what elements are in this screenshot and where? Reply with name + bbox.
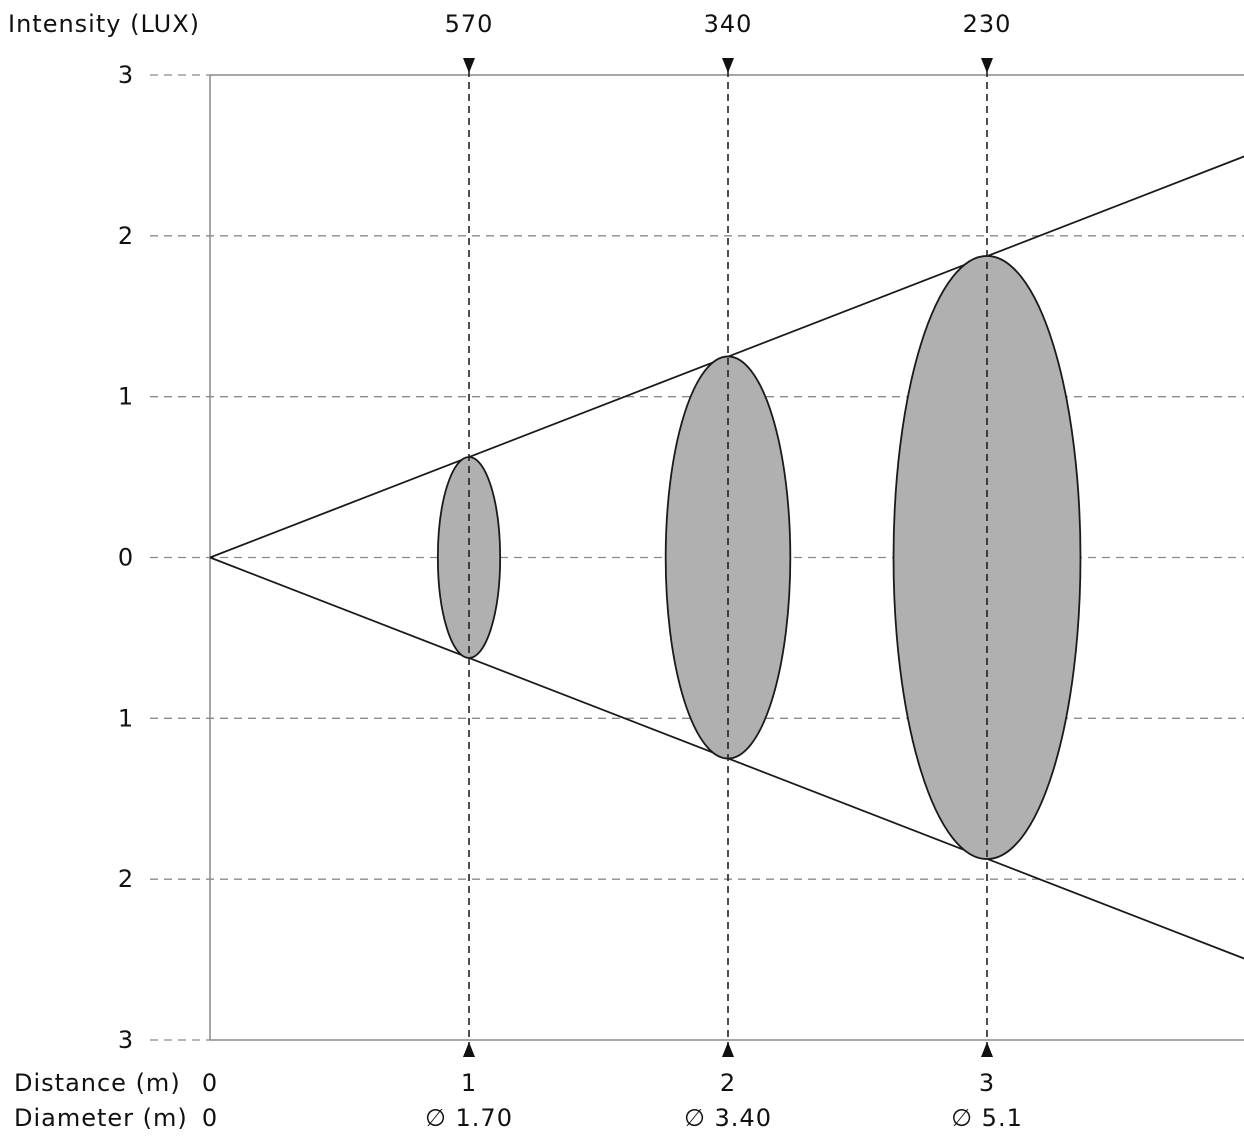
origin-diameter-value: 0	[202, 1104, 218, 1132]
diameter-value: ∅ 1.70	[425, 1104, 513, 1132]
y-tick-label: 3	[118, 1026, 134, 1054]
y-tick-label: 1	[118, 704, 134, 732]
lux-value: 230	[963, 10, 1012, 38]
beam-edge-upper	[209, 155, 1244, 559]
distance-value: 1	[461, 1069, 477, 1097]
up-triangle-icon	[981, 1042, 993, 1057]
y-tick-label: 2	[118, 222, 134, 250]
lux-value: 340	[704, 10, 753, 38]
intensity-label: Intensity (LUX)	[8, 10, 200, 38]
diameter-label: Diameter (m)	[14, 1104, 188, 1132]
distance-markers	[463, 58, 993, 1057]
down-triangle-icon	[981, 58, 993, 73]
down-triangle-icon	[463, 58, 475, 73]
beam-cone	[209, 155, 1244, 960]
labels: Intensity (LUX) Distance (m) Diameter (m…	[8, 10, 1023, 1132]
y-tick-label: 3	[118, 61, 134, 89]
diameter-value: ∅ 3.40	[684, 1104, 772, 1132]
up-triangle-icon	[463, 1042, 475, 1057]
distance-value: 3	[979, 1069, 995, 1097]
beam-edge-lower	[209, 556, 1244, 960]
distance-label: Distance (m)	[14, 1069, 181, 1097]
lux-value: 570	[445, 10, 494, 38]
distance-value: 2	[720, 1069, 736, 1097]
y-tick-label: 1	[118, 383, 134, 411]
down-triangle-icon	[722, 58, 734, 73]
up-triangle-icon	[722, 1042, 734, 1057]
origin-distance-value: 0	[202, 1069, 218, 1097]
y-tick-label: 2	[118, 865, 134, 893]
y-tick-label: 0	[118, 544, 134, 572]
diameter-value: ∅ 5.1	[951, 1104, 1023, 1132]
